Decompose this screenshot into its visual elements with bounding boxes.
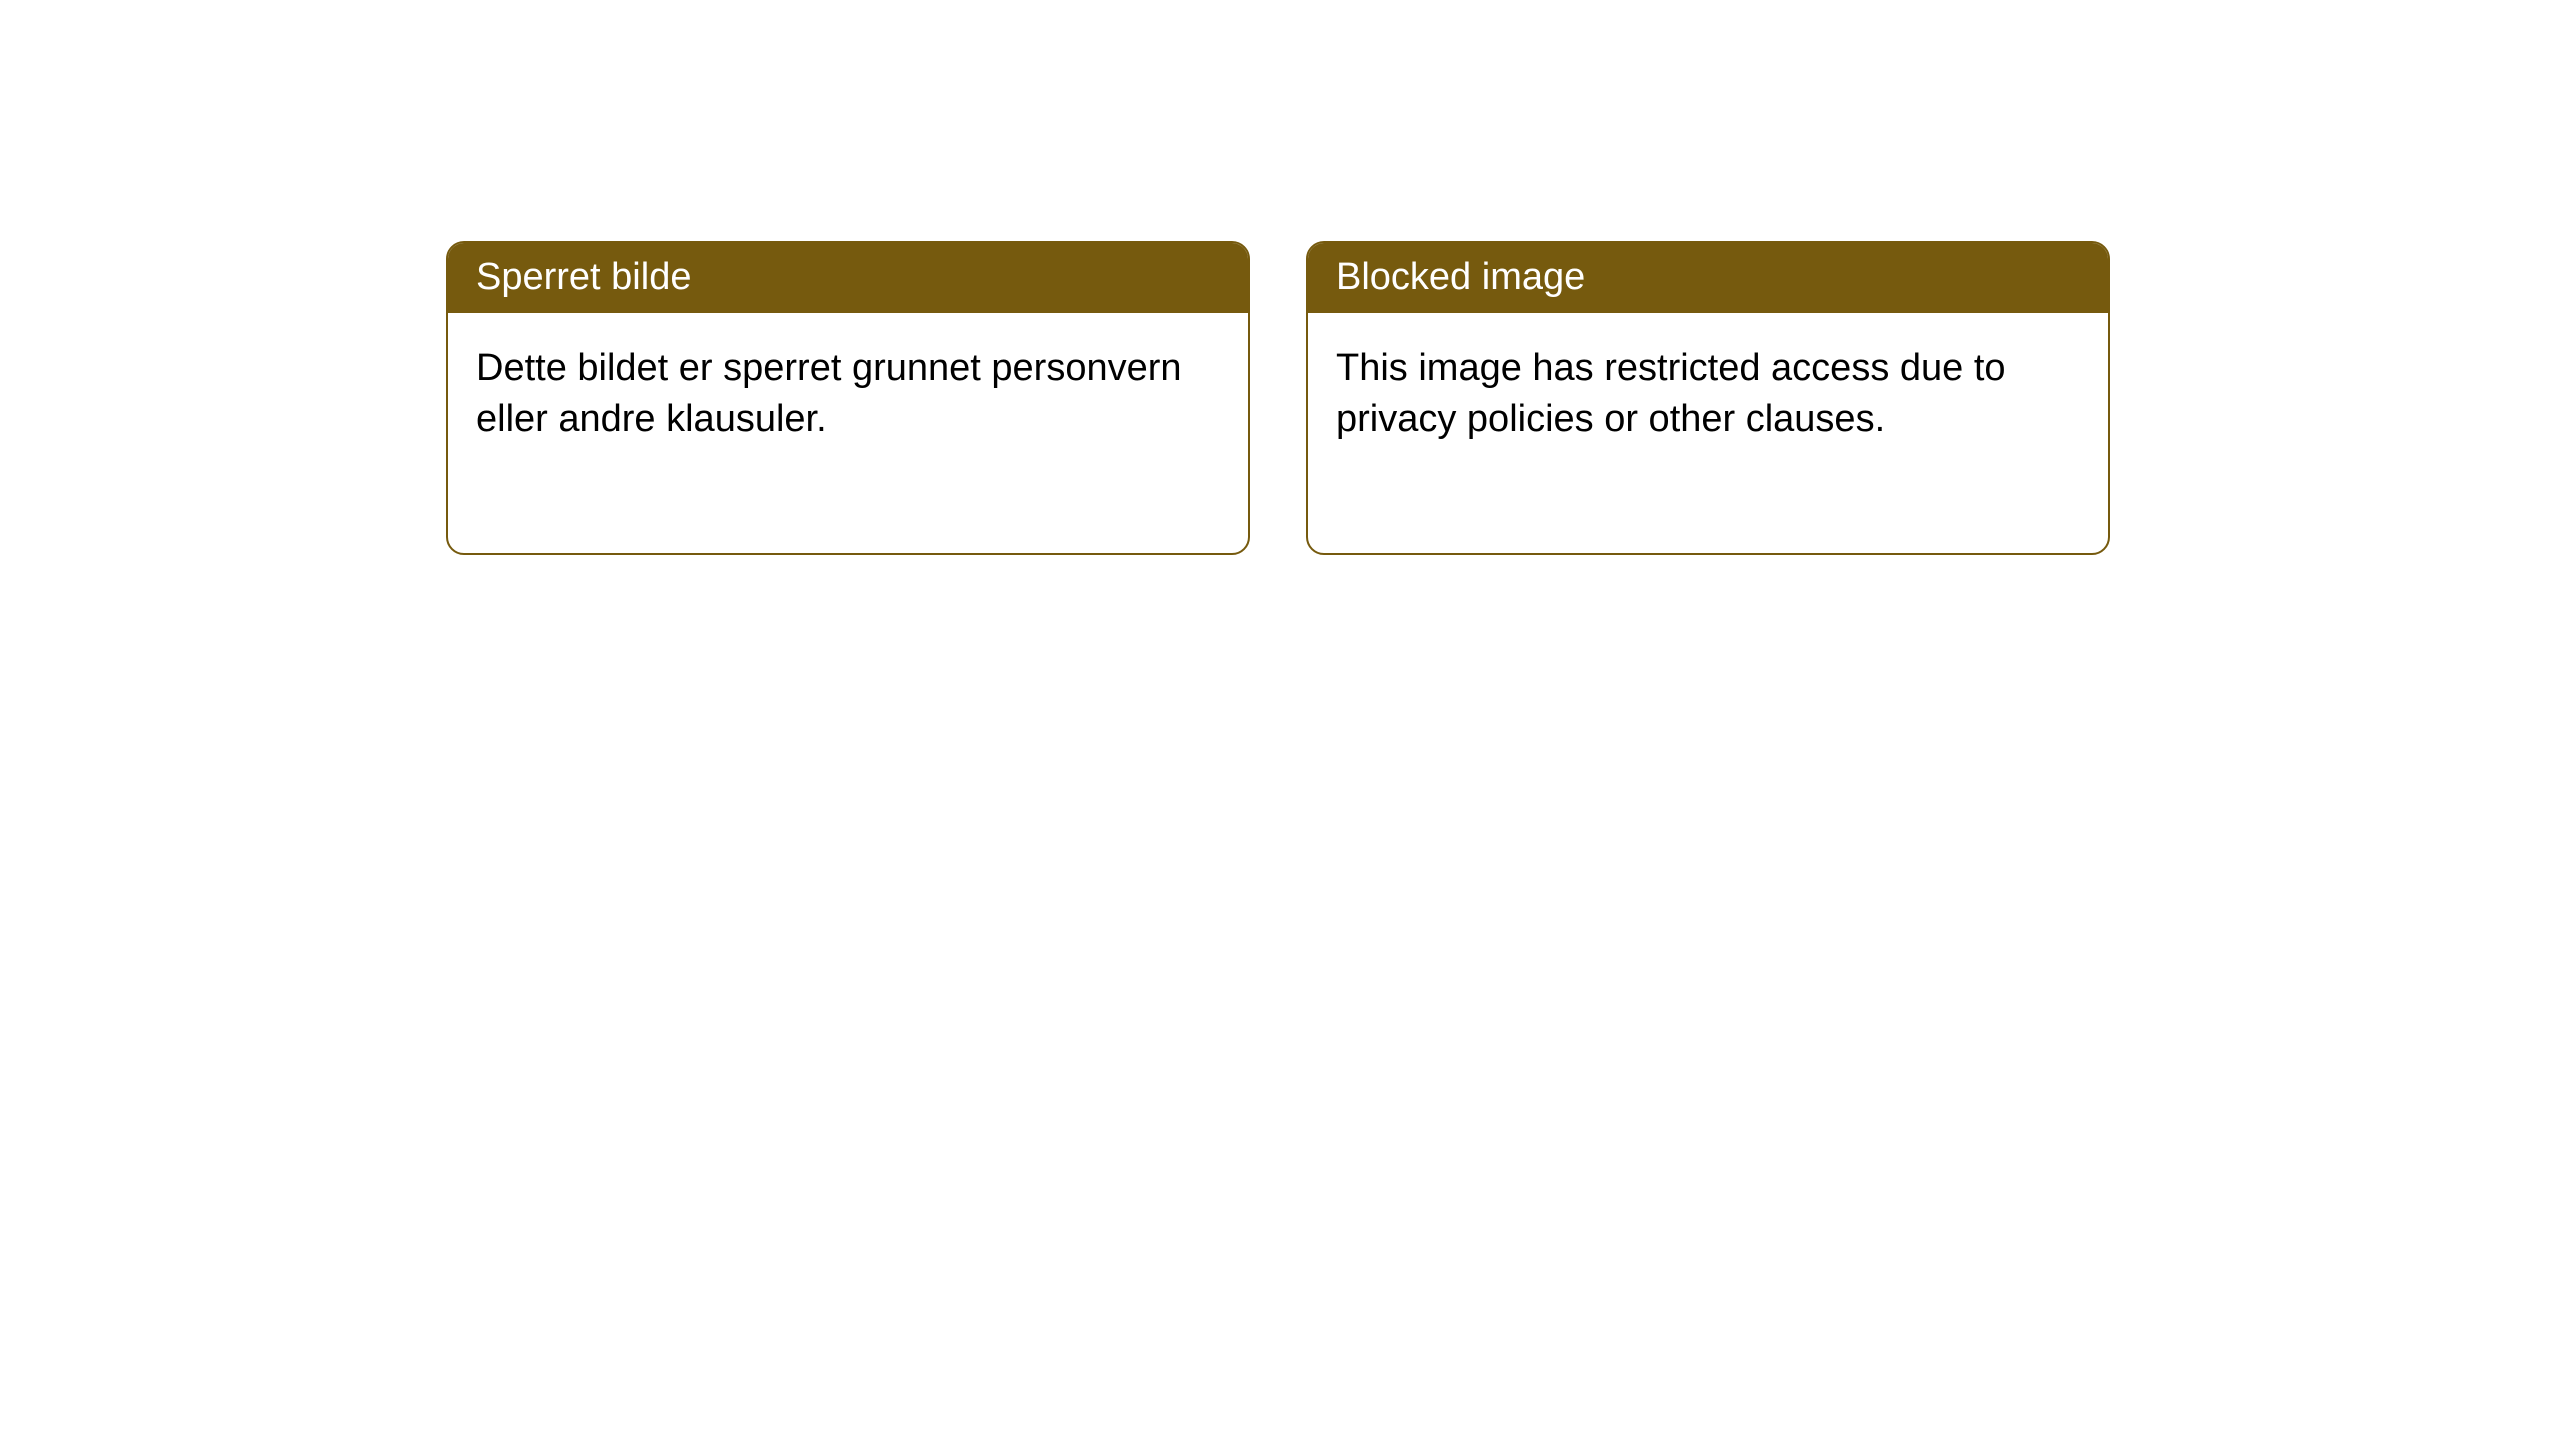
notice-message-text: This image has restricted access due to …: [1336, 347, 2006, 440]
notice-body: Dette bildet er sperret grunnet personve…: [448, 313, 1248, 553]
notice-header: Sperret bilde: [448, 243, 1248, 313]
notice-body: This image has restricted access due to …: [1308, 313, 2108, 553]
notice-header: Blocked image: [1308, 243, 2108, 313]
notice-container: Sperret bilde Dette bildet er sperret gr…: [446, 241, 2110, 555]
notice-box-norwegian: Sperret bilde Dette bildet er sperret gr…: [446, 241, 1250, 555]
notice-title-label: Sperret bilde: [476, 256, 691, 298]
notice-box-english: Blocked image This image has restricted …: [1306, 241, 2110, 555]
notice-message-text: Dette bildet er sperret grunnet personve…: [476, 347, 1182, 440]
notice-title-label: Blocked image: [1336, 256, 1585, 298]
